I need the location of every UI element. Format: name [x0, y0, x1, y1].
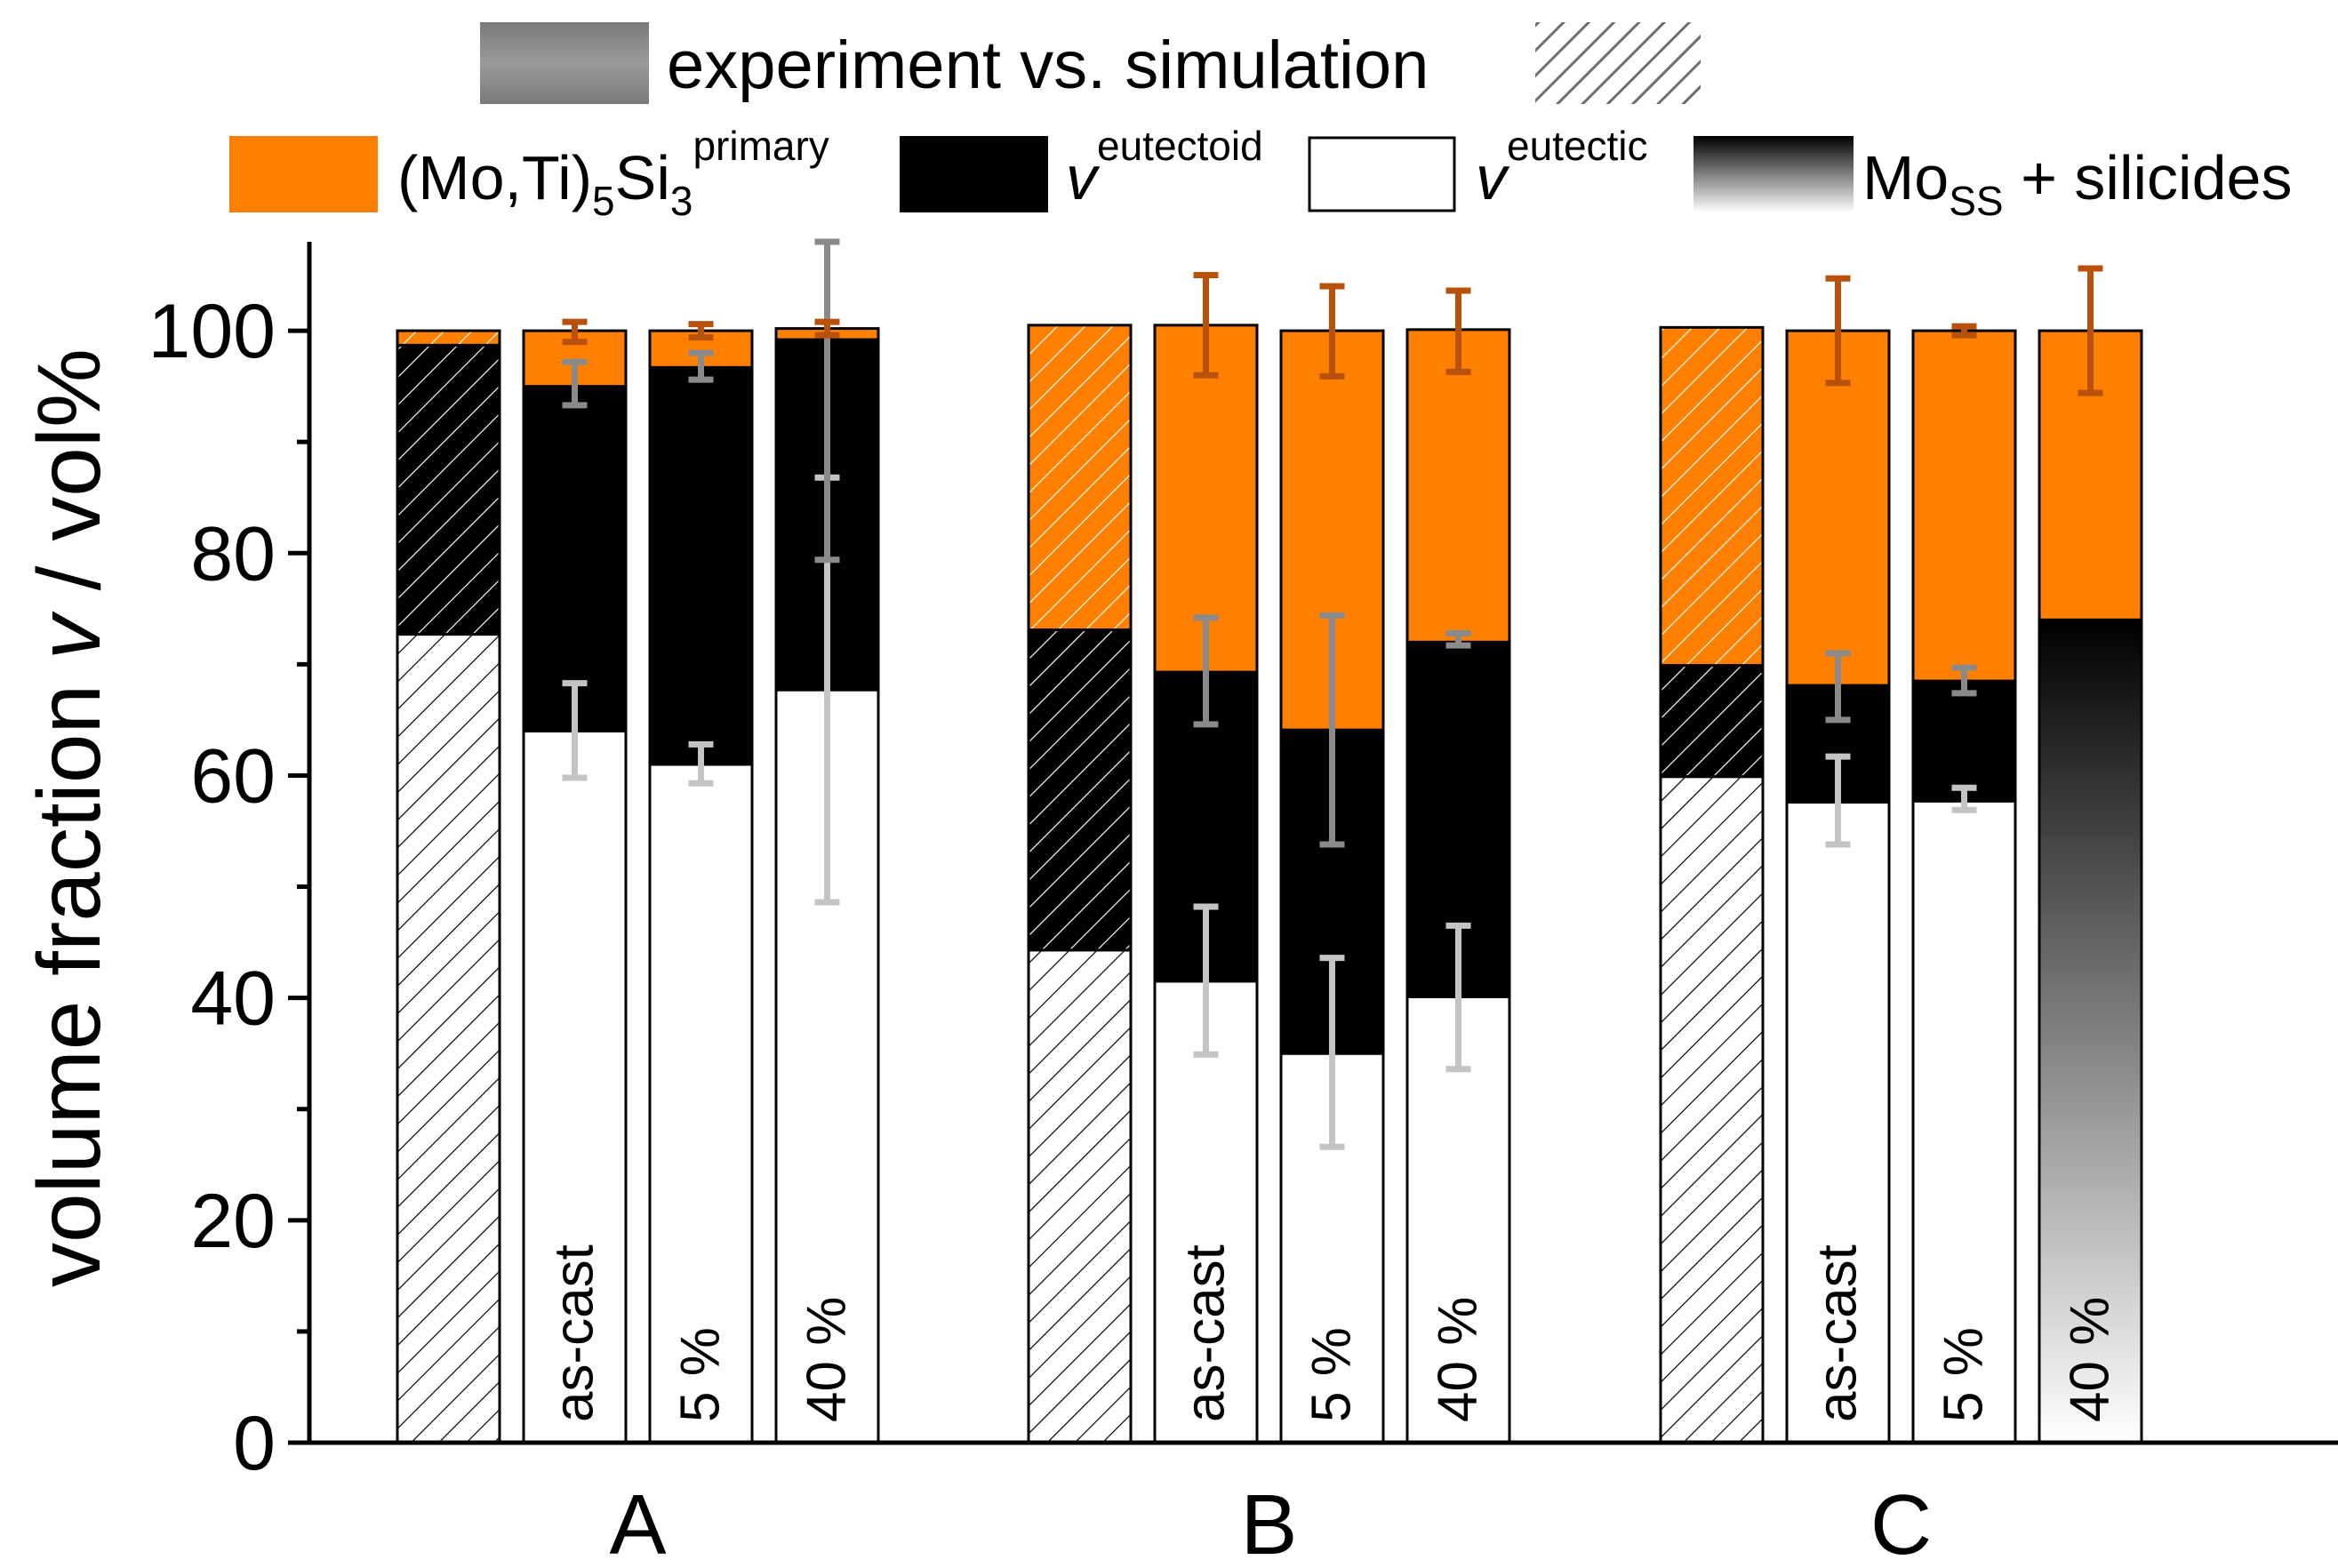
legend-primary-label: (Mo,Ti)5Si3primary — [397, 123, 829, 224]
bar-label: 5 % — [670, 1327, 732, 1422]
y-axis-label: volume fraction v / vol% — [20, 348, 119, 1287]
bar-label: as-cast — [544, 1244, 605, 1422]
x-category-label: B — [1240, 1477, 1297, 1568]
bar-segment-eutectic — [1659, 775, 1765, 1444]
legend-moss-swatch — [1693, 136, 1854, 212]
bar-segment-primary — [1911, 329, 2017, 683]
y-tick-label: 40 — [190, 956, 276, 1042]
bar-segment-eutectic — [1785, 800, 1891, 1444]
bar-label: 5 % — [1301, 1327, 1363, 1422]
experiment-bar: 5 % — [648, 321, 754, 1444]
bar-label: as-cast — [1175, 1244, 1237, 1422]
experiment-bar: as-cast — [522, 318, 628, 1444]
y-tick-label: 20 — [190, 1179, 276, 1264]
simulation-bar — [396, 329, 501, 1444]
bar-segment-primary — [1405, 328, 1511, 644]
experiment-bar: 5 % — [1279, 283, 1385, 1444]
experiment-bar: 40 % — [2038, 265, 2143, 1444]
bar-segment-eutectoid — [648, 365, 754, 766]
legend-eutectoid-label: veutectoid — [1066, 123, 1263, 212]
legend-primary-swatch — [229, 136, 378, 212]
experiment-bar: 40 % — [1405, 287, 1511, 1444]
experiment-vs-simulation-label: experiment vs. simulation — [667, 28, 1429, 103]
legend-eutectic-label: veutectic — [1476, 123, 1648, 212]
bar-segment-eutectic — [396, 633, 501, 1444]
simulation-bar — [1659, 325, 1765, 1444]
bar-segment-primary — [1027, 324, 1133, 632]
bar-segment-primary — [396, 329, 501, 347]
bar-segment-moss — [2038, 618, 2143, 1444]
bar-segment-eutectoid — [522, 385, 628, 732]
experiment-bar: as-cast — [1153, 272, 1259, 1444]
bar-segment-eutectoid — [1659, 664, 1765, 779]
y-tick-label: 0 — [233, 1401, 276, 1486]
legend-eutectic-swatch — [1308, 136, 1456, 212]
legend-eutectoid-swatch — [900, 136, 1048, 212]
bar-segment-eutectic — [1027, 948, 1133, 1444]
phase-legend: (Mo,Ti)5Si3primary veutectoid veutectic … — [229, 123, 2292, 224]
experiment-swatch — [480, 22, 649, 104]
bar-label: 5 % — [1934, 1327, 1995, 1422]
simulation-bar — [1027, 324, 1133, 1444]
experiment-bar: 5 % — [1911, 323, 2017, 1444]
group-a: as-cast 5 % 40 % A — [396, 238, 880, 1568]
bar-label: 40 % — [1428, 1297, 1489, 1422]
bar-segment-primary — [1785, 329, 1891, 687]
simulation-swatch — [1535, 22, 1701, 104]
legend-moss-label: MoSS + silicides — [1862, 143, 2292, 224]
bar-segment-eutectoid — [1911, 679, 2017, 803]
bar-segment-primary — [1153, 324, 1259, 674]
experiment-bar: as-cast — [1785, 275, 1891, 1444]
plot-area: as-cast 5 % 40 % Aas-cast 5 % 40 % Bas-cast 5 %… — [148, 238, 2338, 1568]
y-tick-label: 80 — [190, 511, 276, 596]
x-category-label: A — [609, 1477, 666, 1568]
bar-segment-eutectoid — [396, 343, 501, 636]
bar-segment-primary — [1659, 325, 1765, 668]
y-tick-label: 100 — [148, 289, 276, 374]
y-tick-label: 60 — [190, 733, 276, 819]
bar-label: 40 % — [797, 1297, 858, 1422]
bar-segment-eutectic — [522, 729, 628, 1444]
group-c: as-cast 5 % 40 % C — [1659, 265, 2143, 1568]
header-legend: experiment vs. simulation — [480, 22, 1701, 104]
bar-segment-eutectoid — [1027, 628, 1133, 952]
experiment-bar: 40 % — [774, 238, 880, 1444]
bar-label: 40 % — [2060, 1297, 2121, 1422]
x-category-label: C — [1870, 1477, 1932, 1568]
bar-label: as-cast — [1807, 1244, 1869, 1422]
group-b: as-cast 5 % 40 % B — [1027, 272, 1511, 1568]
